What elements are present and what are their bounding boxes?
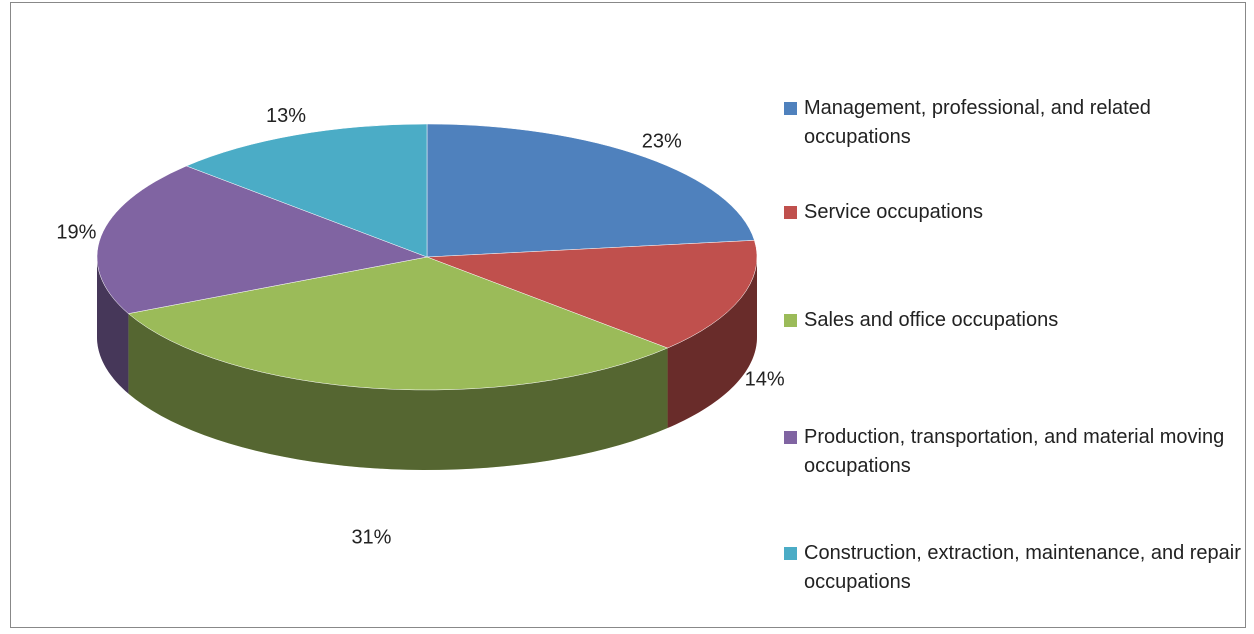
legend-item: Construction, extraction, maintenance, a… — [784, 539, 1254, 597]
legend-item: Sales and office occupations — [784, 306, 1254, 335]
legend-swatch — [784, 431, 797, 444]
slice-side — [667, 257, 757, 429]
legend-swatch — [784, 206, 797, 219]
slice — [127, 256, 669, 391]
legend-label: Management, professional, and related oc… — [804, 97, 1151, 148]
legend-label: Construction, extraction, maintenance, a… — [804, 542, 1241, 593]
legend-item: Production, transportation, and material… — [784, 423, 1254, 481]
legend-label: Service occupations — [804, 201, 983, 223]
data-label: 19% — [56, 221, 96, 243]
data-label: 31% — [351, 526, 391, 548]
legend-swatch — [784, 314, 797, 327]
slice — [96, 165, 428, 314]
slice — [426, 123, 755, 258]
slice — [185, 123, 428, 258]
legend-label: Production, transportation, and material… — [804, 426, 1225, 477]
data-label: 23% — [642, 131, 682, 153]
slice-side — [97, 257, 129, 394]
data-label: 13% — [266, 105, 306, 127]
chart-frame — [10, 2, 1246, 628]
slice-side-shade — [97, 257, 129, 394]
slice-side — [128, 313, 668, 470]
slice-side-shade — [128, 313, 668, 470]
data-label: 14% — [745, 368, 785, 390]
legend-label: Sales and office occupations — [804, 309, 1059, 331]
legend-item: Service occupations — [784, 198, 1254, 227]
legend-swatch — [784, 547, 797, 560]
legend-item: Management, professional, and related oc… — [784, 94, 1254, 152]
slice — [426, 240, 758, 349]
legend-swatch — [784, 102, 797, 115]
slice-side-shade — [667, 257, 757, 429]
